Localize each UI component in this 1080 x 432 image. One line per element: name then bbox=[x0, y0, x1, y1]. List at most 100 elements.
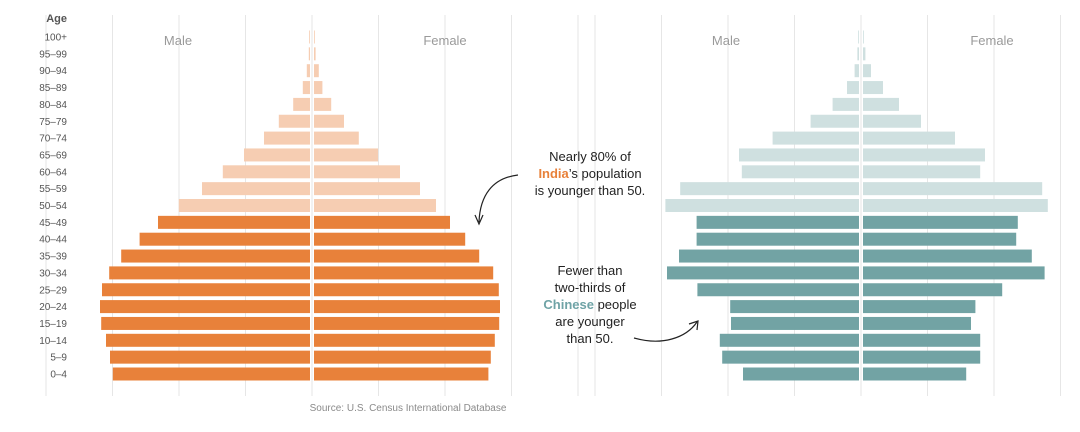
india-female-bar-80-84 bbox=[314, 97, 332, 111]
india-female-bar-70-74 bbox=[314, 131, 359, 145]
india-male-bar-25-29 bbox=[102, 283, 310, 297]
india-arrow-head-icon bbox=[474, 214, 484, 226]
age-tick-label: 65–69 bbox=[39, 150, 67, 161]
age-tick-label: 25–29 bbox=[39, 285, 67, 296]
age-tick-label: 95–99 bbox=[39, 49, 67, 60]
india-annotation-line2: India’s population bbox=[538, 166, 641, 181]
china-highlight: Chinese bbox=[543, 297, 594, 312]
china-female-bar-5-9 bbox=[863, 350, 981, 364]
india-annotation: Nearly 80% of India’s population is youn… bbox=[474, 149, 646, 226]
india-highlight: India bbox=[538, 166, 569, 181]
age-tick-label: 45–49 bbox=[39, 218, 67, 229]
china-female-label: Female bbox=[970, 33, 1013, 48]
age-tick-label: 5–9 bbox=[50, 353, 67, 364]
china-female-bar-10-14 bbox=[863, 333, 981, 347]
china-annotation-line5: than 50. bbox=[567, 331, 614, 346]
india-female-bar-15-19 bbox=[314, 316, 500, 330]
india-female-bar-10-14 bbox=[314, 333, 495, 347]
india-female-bar-60-64 bbox=[314, 165, 400, 179]
china-male-bar-25-29 bbox=[697, 283, 859, 297]
age-tick-label: 0–4 bbox=[50, 370, 67, 381]
china-male-bar-90-94 bbox=[854, 64, 859, 78]
china-female-bar-45-49 bbox=[863, 215, 1018, 229]
china-female-bar-60-64 bbox=[863, 165, 981, 179]
india-female-bar-55-59 bbox=[314, 182, 420, 196]
india-male-bar-10-14 bbox=[106, 333, 310, 347]
age-tick-label: 85–89 bbox=[39, 83, 67, 94]
india-male-bar-85-89 bbox=[302, 81, 310, 95]
age-tick-label: 35–39 bbox=[39, 252, 67, 263]
china-male-bar-80-84 bbox=[832, 97, 859, 111]
india-female-bar-85-89 bbox=[314, 81, 323, 95]
china-male-bar-15-19 bbox=[731, 316, 859, 330]
india-annotation-arrow bbox=[478, 174, 519, 223]
china-female-bar-50-54 bbox=[863, 199, 1048, 212]
china-male-bar-5-9 bbox=[722, 350, 859, 364]
age-tick-label: 50–54 bbox=[39, 201, 67, 212]
china-male-label: Male bbox=[712, 33, 740, 48]
age-tick-label: 30–34 bbox=[39, 268, 67, 279]
china-annotation-line4: are younger bbox=[555, 314, 625, 329]
china-annotation-line2: two-thirds of bbox=[555, 280, 626, 295]
india-male-bar-5-9 bbox=[110, 350, 310, 364]
china-male-bar-95-99 bbox=[857, 47, 859, 61]
india-female-bar-90-94 bbox=[314, 64, 319, 78]
india-female-bar-20-24 bbox=[314, 300, 500, 314]
china-female-bar-85-89 bbox=[863, 81, 883, 95]
china-male-bar-30-34 bbox=[667, 266, 859, 280]
china-female-bar-55-59 bbox=[863, 182, 1043, 196]
india-male-bar-95-99 bbox=[308, 47, 310, 61]
china-male-bar-55-59 bbox=[680, 182, 859, 196]
china-arrow-head-icon bbox=[688, 320, 699, 331]
china-male-bar-70-74 bbox=[772, 131, 859, 145]
china-female-bar-30-34 bbox=[863, 266, 1045, 280]
china-female-bar-15-19 bbox=[863, 316, 971, 330]
india-female-label: Female bbox=[423, 33, 466, 48]
india-female-bar-30-34 bbox=[314, 266, 494, 280]
source-note: Source: U.S. Census International Databa… bbox=[310, 403, 507, 414]
india-female-bar-50-54 bbox=[314, 199, 436, 212]
india-annotation-line3: is younger than 50. bbox=[535, 183, 646, 198]
china-female-bar-65-69 bbox=[863, 148, 985, 162]
india-male-bar-40-44 bbox=[139, 232, 310, 246]
age-tick-label: 75–79 bbox=[39, 117, 67, 128]
china-female-bar-80-84 bbox=[863, 97, 899, 111]
china-female-bar-90-94 bbox=[863, 64, 871, 78]
china-female-bar-70-74 bbox=[863, 131, 955, 145]
india-female-bar-100+ bbox=[314, 30, 315, 44]
india-female-bar-75-79 bbox=[314, 114, 344, 128]
india-female-bar-25-29 bbox=[314, 283, 499, 297]
china-male-bar-0-4 bbox=[743, 367, 859, 381]
china-male-bar-75-79 bbox=[810, 114, 859, 128]
china-female-bar-35-39 bbox=[863, 249, 1032, 263]
india-female-bar-95-99 bbox=[314, 47, 316, 61]
age-axis-title: Age bbox=[46, 13, 67, 25]
age-tick-label: 80–84 bbox=[39, 100, 67, 111]
age-tick-labels: 100+ 95–99 90–94 85–89 80–84 75–79 70–74 65–69 6… bbox=[39, 33, 67, 381]
china-female-bar-0-4 bbox=[863, 367, 967, 381]
india-female-bar-5-9 bbox=[314, 350, 491, 364]
india-male-bar-50-54 bbox=[178, 199, 310, 212]
china-male-bar-40-44 bbox=[696, 232, 859, 246]
china-female-bar-75-79 bbox=[863, 114, 921, 128]
age-tick-label: 15–19 bbox=[39, 319, 67, 330]
china-annotation-line3: Chinese people bbox=[543, 297, 636, 312]
india-male-bar-20-24 bbox=[100, 300, 310, 314]
india-male-bar-100+ bbox=[309, 30, 310, 44]
india-annotation-line2-rest: ’s population bbox=[569, 166, 642, 181]
india-male-bar-55-59 bbox=[202, 182, 310, 196]
china-male-bar-50-54 bbox=[665, 199, 859, 212]
china-female-bar-20-24 bbox=[863, 300, 976, 314]
age-tick-label: 40–44 bbox=[39, 235, 67, 246]
china-male-bar-65-69 bbox=[739, 148, 859, 162]
india-female-bar-45-49 bbox=[314, 215, 450, 229]
india-male-bar-35-39 bbox=[121, 249, 310, 263]
china-female-bar-40-44 bbox=[863, 232, 1017, 246]
age-tick-label: 90–94 bbox=[39, 66, 67, 77]
china-male-bar-10-14 bbox=[719, 333, 859, 347]
age-tick-label: 100+ bbox=[44, 33, 67, 44]
india-male-bar-60-64 bbox=[222, 165, 310, 179]
india-female-bar-0-4 bbox=[314, 367, 489, 381]
india-female-bar-35-39 bbox=[314, 249, 480, 263]
china-annotation: Fewer than two-thirds of Chinese people … bbox=[543, 263, 699, 346]
